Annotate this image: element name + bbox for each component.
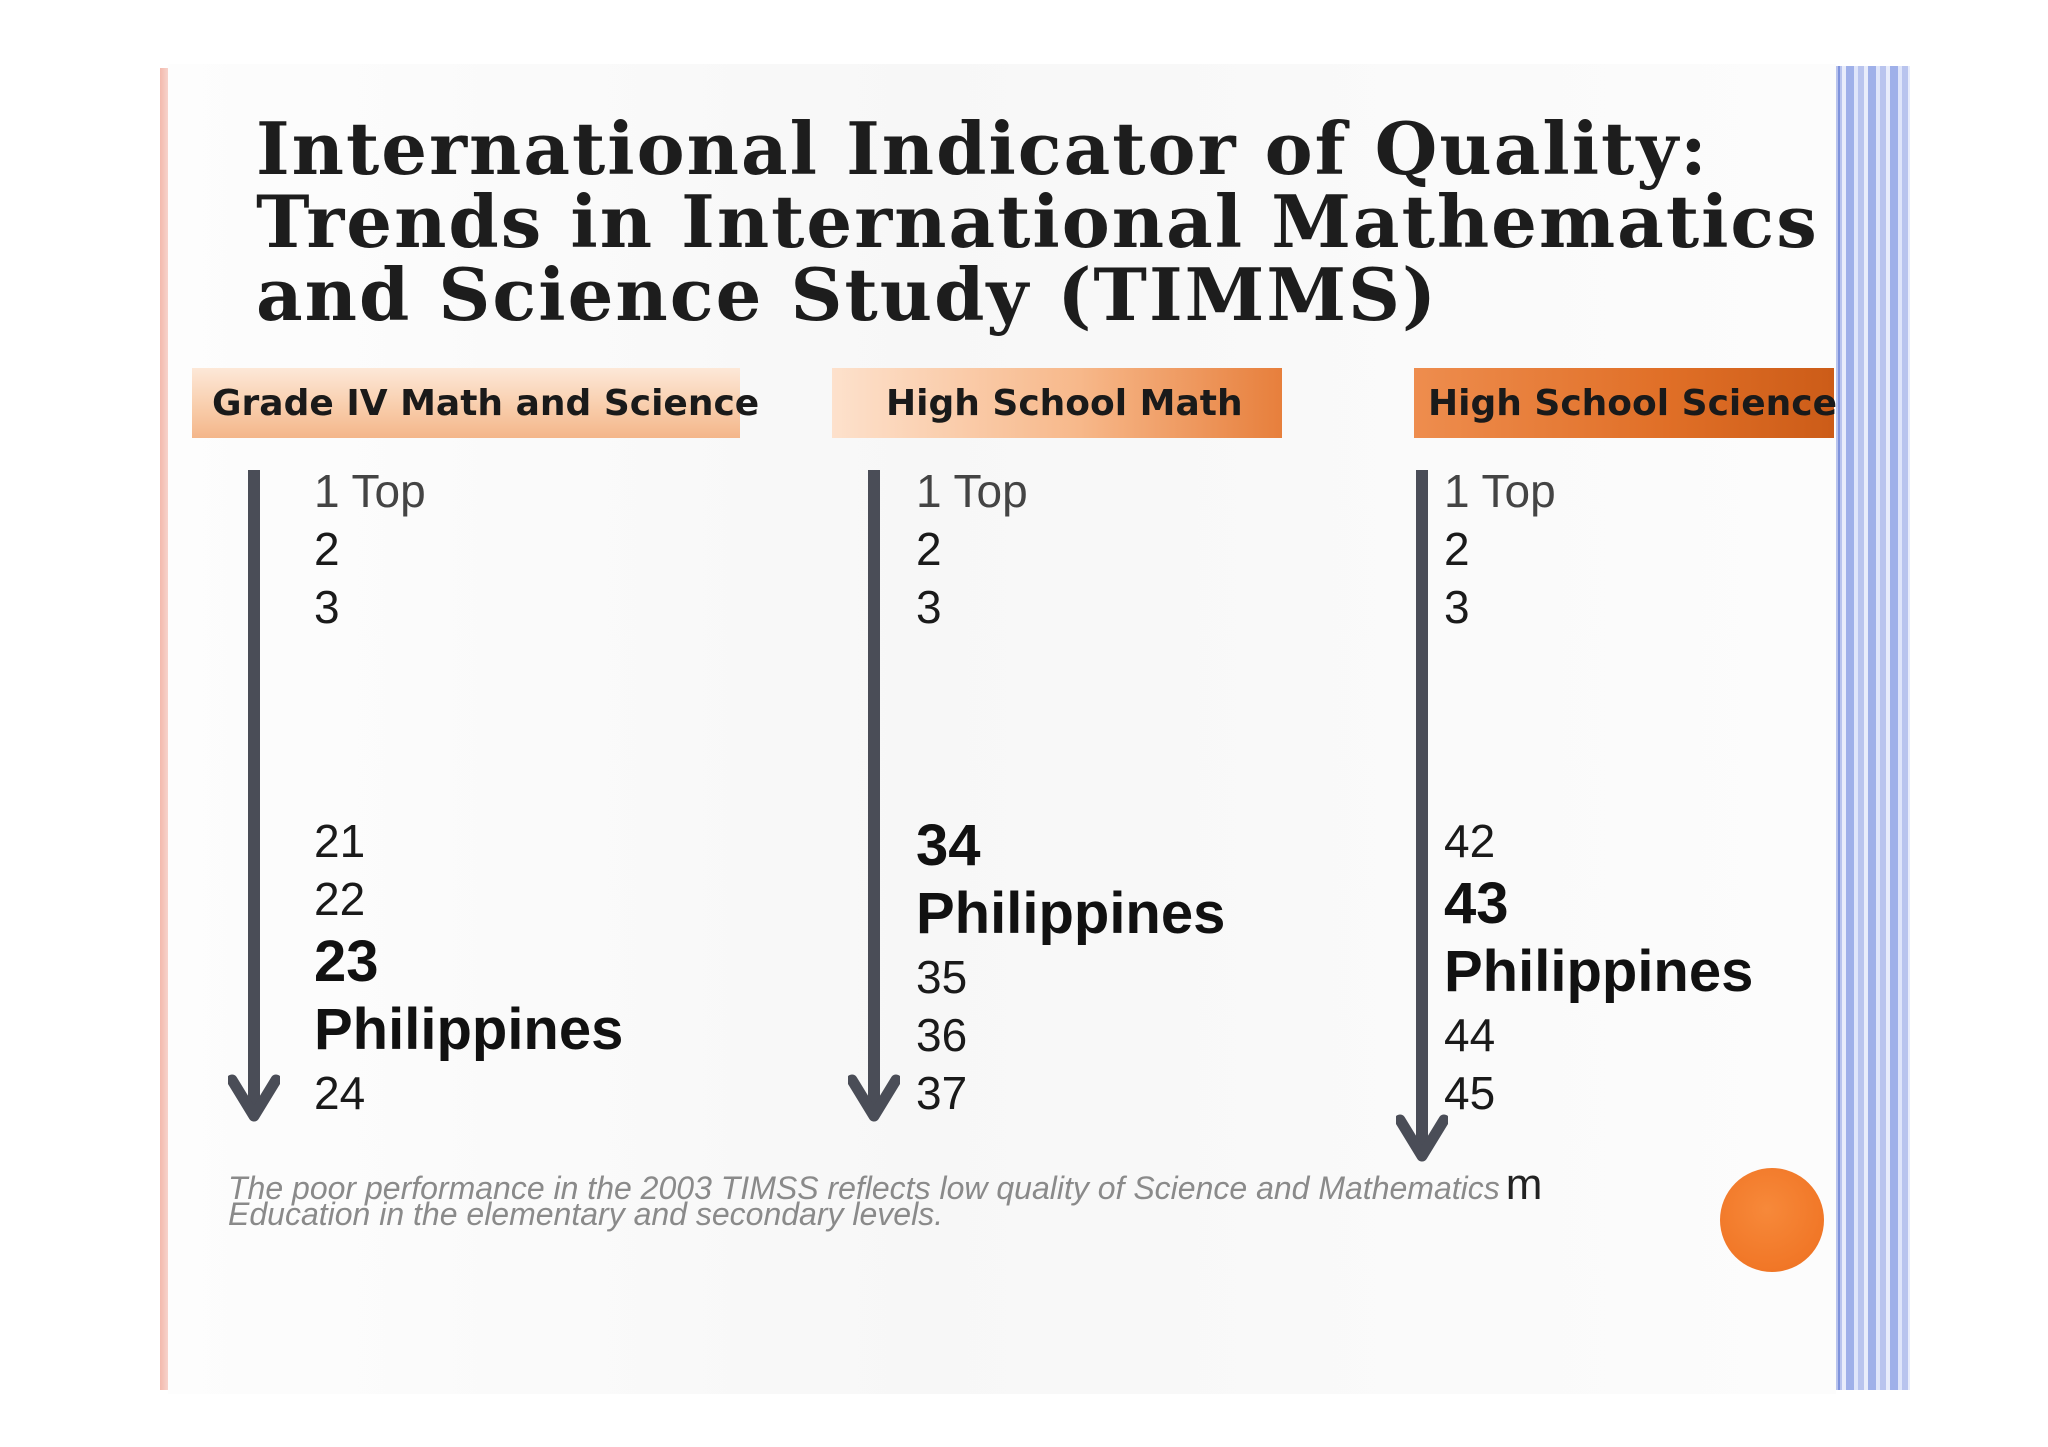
country-label-philippines: Philippines — [314, 997, 624, 1062]
rank-item-highlight: 23 — [314, 929, 379, 994]
right-decoration-line — [1838, 66, 1840, 1390]
rank-item: 3 — [916, 581, 942, 633]
rank-item: 2 — [314, 523, 340, 575]
rank-list-hs-science: 1 Top 2 3 — [1444, 462, 1556, 636]
right-striped-decoration — [1836, 66, 1910, 1390]
rank-item: 22 — [314, 873, 366, 925]
rank-item: 21 — [314, 815, 366, 867]
rank-item-highlight: 34 — [916, 813, 981, 878]
rank-item: 2 — [1444, 523, 1470, 575]
footnote-line-2: Education in the elementary and secondar… — [228, 1196, 944, 1232]
footnote: The poor performance in the 2003 TIMSS r… — [228, 1163, 1728, 1232]
rank-item: 45 — [1444, 1067, 1496, 1119]
down-arrow-icon — [228, 470, 280, 1130]
column-header-hs-math: High School Math — [832, 368, 1282, 438]
title-line: International Indicator of Quality: — [256, 106, 1709, 191]
rank-item: 1 Top — [314, 465, 426, 517]
rank-item: 3 — [1444, 581, 1470, 633]
rank-list-grade-iv-lower: 21 22 23 Philippines 24 — [314, 812, 623, 1122]
rank-item: 37 — [916, 1067, 968, 1119]
rank-item: 1 Top — [916, 465, 1028, 517]
rank-item: 35 — [916, 951, 968, 1003]
rank-item: 1 Top — [1444, 465, 1556, 517]
rank-item: 3 — [314, 581, 340, 633]
rank-list-grade-iv: 1 Top 2 3 — [314, 462, 426, 636]
slide-background — [168, 64, 1836, 1394]
footnote-trailing-text: m — [1505, 1160, 1543, 1209]
down-arrow-icon — [1396, 470, 1448, 1170]
rank-item: 24 — [314, 1067, 366, 1119]
slide-title: International Indicator of Quality: Tren… — [256, 106, 1819, 337]
country-label-philippines: Philippines — [916, 881, 1226, 946]
title-line: Trends in International Mathematics — [256, 179, 1819, 264]
footnote-line-1: The poor performance in the 2003 TIMSS r… — [228, 1170, 1500, 1206]
rank-list-hs-math-lower: 34 Philippines 35 36 37 — [916, 812, 1225, 1122]
title-line: and Science Study (TIMMS) — [256, 252, 1439, 337]
rank-item: 36 — [916, 1009, 968, 1061]
column-header-hs-science: High School Science — [1414, 368, 1837, 438]
rank-item: 44 — [1444, 1009, 1496, 1061]
rank-item-highlight: 43 — [1444, 871, 1509, 936]
left-accent-rule — [160, 68, 168, 1390]
rank-list-hs-science-lower: 42 43 Philippines 44 45 — [1444, 812, 1753, 1122]
rank-item: 2 — [916, 523, 942, 575]
country-label-philippines: Philippines — [1444, 939, 1754, 1004]
rank-list-hs-math: 1 Top 2 3 — [916, 462, 1028, 636]
down-arrow-icon — [848, 470, 900, 1130]
rank-item: 42 — [1444, 815, 1496, 867]
orange-circle-decoration — [1720, 1168, 1824, 1272]
column-header-grade-iv: Grade IV Math and Science — [192, 368, 759, 438]
